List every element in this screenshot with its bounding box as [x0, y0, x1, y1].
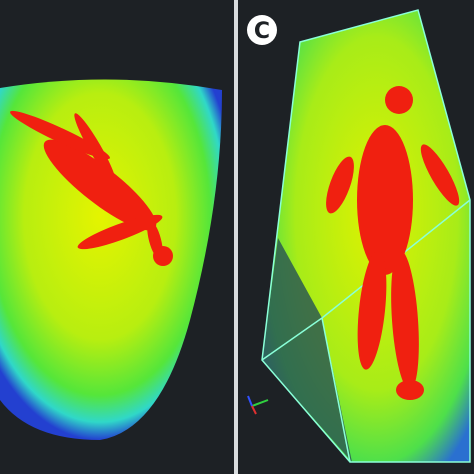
panel-divider [234, 0, 238, 474]
panel-label: C [254, 19, 270, 44]
human-figure-left [10, 110, 173, 266]
axis-gizmo [247, 395, 269, 415]
panel-label-badge [247, 15, 277, 45]
human-figure-right [326, 86, 460, 400]
box-shadow-face [262, 238, 352, 462]
point-cloud-bowl [0, 79, 222, 440]
